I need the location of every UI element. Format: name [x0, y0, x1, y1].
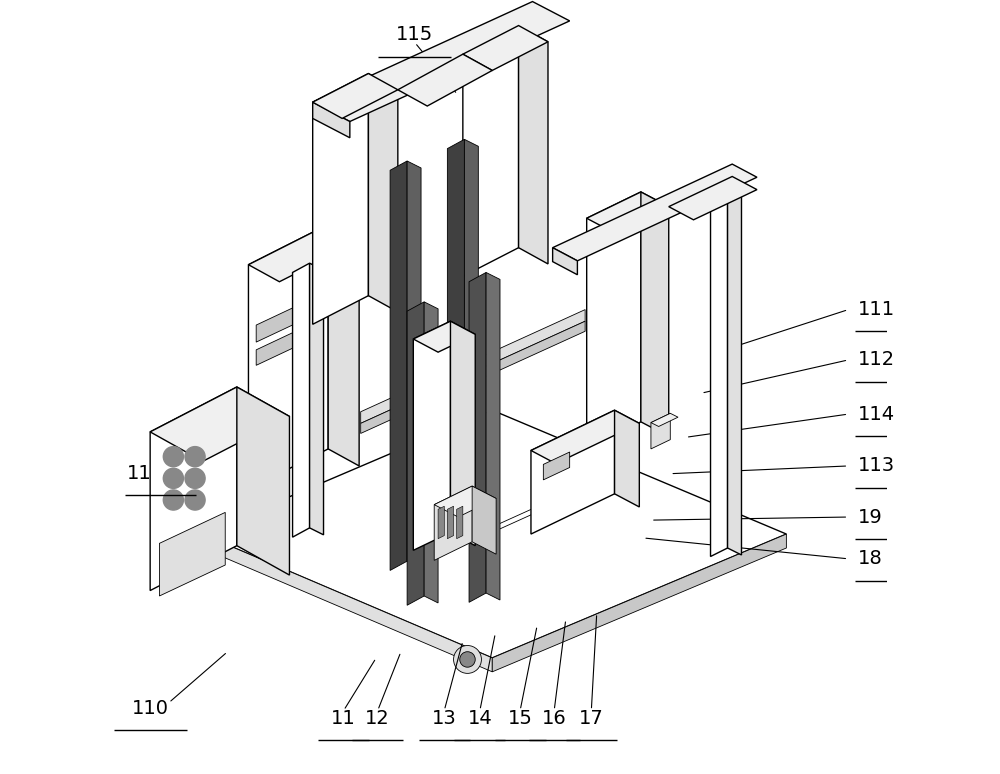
- Polygon shape: [407, 302, 424, 605]
- Text: 112: 112: [858, 351, 895, 369]
- Polygon shape: [464, 139, 478, 546]
- Polygon shape: [438, 506, 444, 539]
- Polygon shape: [728, 187, 741, 555]
- Polygon shape: [553, 164, 757, 261]
- Polygon shape: [450, 321, 475, 546]
- Polygon shape: [424, 302, 438, 603]
- Circle shape: [163, 490, 183, 510]
- Circle shape: [454, 646, 481, 673]
- Polygon shape: [587, 192, 641, 448]
- Polygon shape: [361, 321, 585, 433]
- Text: 12: 12: [365, 709, 390, 728]
- Polygon shape: [553, 248, 577, 275]
- Polygon shape: [463, 26, 548, 70]
- Polygon shape: [651, 413, 670, 449]
- Text: 19: 19: [858, 508, 882, 526]
- Text: 14: 14: [468, 709, 492, 728]
- Polygon shape: [469, 272, 486, 602]
- Polygon shape: [150, 387, 289, 461]
- Polygon shape: [651, 413, 678, 426]
- Polygon shape: [463, 26, 519, 276]
- Polygon shape: [434, 486, 496, 517]
- Polygon shape: [328, 224, 359, 466]
- Polygon shape: [531, 410, 615, 534]
- Text: 17: 17: [579, 709, 604, 728]
- Polygon shape: [202, 534, 492, 672]
- Circle shape: [163, 447, 183, 467]
- Text: 110: 110: [132, 699, 169, 717]
- Polygon shape: [492, 534, 786, 672]
- Polygon shape: [313, 102, 350, 138]
- Text: 13: 13: [432, 709, 457, 728]
- Polygon shape: [413, 321, 450, 550]
- Polygon shape: [361, 310, 585, 423]
- Polygon shape: [237, 387, 289, 575]
- Polygon shape: [293, 263, 310, 537]
- Polygon shape: [390, 161, 407, 570]
- Polygon shape: [447, 506, 454, 539]
- Text: 18: 18: [858, 550, 882, 568]
- Polygon shape: [202, 410, 786, 658]
- Polygon shape: [398, 54, 492, 106]
- Polygon shape: [519, 26, 548, 264]
- Polygon shape: [711, 187, 728, 557]
- Text: 111: 111: [858, 300, 895, 319]
- Text: 115: 115: [396, 26, 433, 44]
- Text: 15: 15: [508, 709, 533, 728]
- Polygon shape: [256, 294, 322, 342]
- Text: 113: 113: [858, 457, 895, 475]
- Text: 11: 11: [331, 709, 356, 728]
- Polygon shape: [256, 319, 322, 365]
- Polygon shape: [434, 486, 472, 560]
- Polygon shape: [447, 139, 464, 549]
- Circle shape: [185, 468, 205, 488]
- Polygon shape: [407, 161, 421, 568]
- Circle shape: [185, 490, 205, 510]
- Polygon shape: [472, 486, 496, 554]
- Polygon shape: [587, 192, 669, 233]
- Polygon shape: [531, 410, 639, 464]
- Text: 16: 16: [542, 709, 567, 728]
- Polygon shape: [368, 74, 398, 312]
- Polygon shape: [313, 74, 398, 118]
- Polygon shape: [669, 176, 757, 220]
- Polygon shape: [457, 506, 463, 539]
- Polygon shape: [150, 387, 237, 591]
- Polygon shape: [248, 224, 359, 282]
- Text: 114: 114: [858, 405, 895, 423]
- Polygon shape: [641, 192, 669, 437]
- Polygon shape: [313, 2, 570, 122]
- Circle shape: [460, 652, 475, 667]
- Circle shape: [163, 468, 183, 488]
- Polygon shape: [543, 452, 570, 480]
- Polygon shape: [615, 410, 639, 507]
- Polygon shape: [313, 74, 368, 324]
- Polygon shape: [159, 512, 225, 596]
- Text: 116: 116: [127, 464, 164, 483]
- Circle shape: [185, 447, 205, 467]
- Polygon shape: [486, 272, 500, 600]
- Polygon shape: [310, 263, 324, 535]
- Polygon shape: [413, 321, 475, 352]
- Polygon shape: [248, 224, 328, 489]
